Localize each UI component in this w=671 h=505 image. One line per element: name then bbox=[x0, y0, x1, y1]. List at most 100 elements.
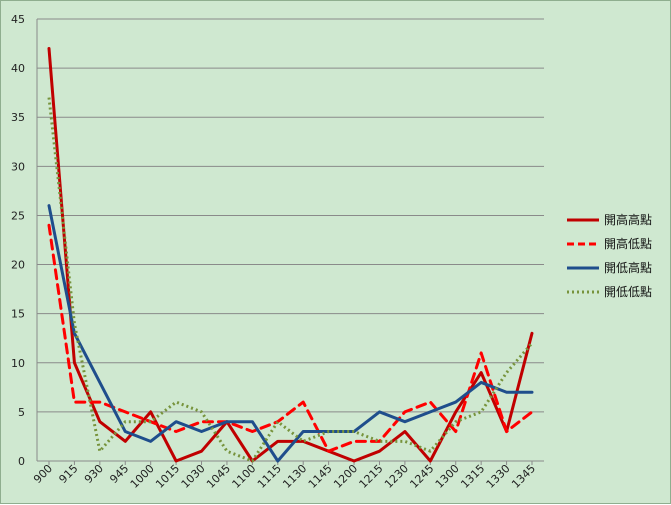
data-point bbox=[149, 439, 153, 443]
data-point bbox=[327, 449, 331, 453]
data-point bbox=[479, 371, 483, 375]
data-point bbox=[403, 420, 407, 424]
data-point bbox=[123, 410, 127, 414]
y-tick-label: 5 bbox=[18, 406, 25, 419]
data-point bbox=[530, 410, 534, 414]
series-lines bbox=[47, 46, 534, 463]
y-tick-label: 45 bbox=[11, 13, 25, 26]
series-line-4 bbox=[47, 97, 534, 463]
x-tick-label: 1100 bbox=[229, 462, 258, 491]
y-tick-label: 25 bbox=[11, 209, 25, 222]
data-point bbox=[98, 449, 102, 453]
legend-label: 開高高點 bbox=[604, 212, 652, 227]
data-point bbox=[72, 400, 76, 404]
data-point bbox=[377, 449, 381, 453]
data-point bbox=[454, 410, 458, 414]
data-point bbox=[250, 459, 254, 463]
y-tick-label: 40 bbox=[11, 62, 25, 75]
y-tick-label: 35 bbox=[11, 111, 25, 124]
x-tick-label: 1145 bbox=[306, 462, 335, 491]
data-point bbox=[123, 439, 127, 443]
y-tick-label: 30 bbox=[11, 160, 25, 173]
x-tick-label: 900 bbox=[31, 462, 55, 486]
data-point bbox=[352, 459, 356, 463]
data-point bbox=[403, 410, 407, 414]
data-point bbox=[530, 341, 534, 345]
data-point bbox=[225, 420, 229, 424]
data-point bbox=[530, 390, 534, 394]
data-point bbox=[403, 439, 407, 443]
x-tick-label: 1345 bbox=[509, 462, 538, 491]
data-point bbox=[98, 380, 102, 384]
x-tick-label: 1315 bbox=[458, 462, 487, 491]
data-point bbox=[149, 420, 153, 424]
x-tick-label: 1200 bbox=[331, 462, 360, 491]
y-tick-label: 10 bbox=[11, 357, 25, 370]
x-tick-label: 1045 bbox=[204, 462, 233, 491]
x-tick-label: 1300 bbox=[433, 462, 462, 491]
data-point bbox=[72, 321, 76, 325]
x-tick-label: 1015 bbox=[153, 462, 182, 491]
data-point bbox=[47, 96, 51, 100]
x-tick-label: 930 bbox=[82, 462, 106, 486]
legend-label: 開高低點 bbox=[604, 236, 652, 251]
y-tick-label: 15 bbox=[11, 308, 25, 321]
data-point bbox=[505, 371, 509, 375]
data-point bbox=[428, 400, 432, 404]
data-point bbox=[479, 351, 483, 355]
x-tick-label: 1330 bbox=[484, 462, 513, 491]
x-tick-label: 915 bbox=[57, 462, 81, 486]
y-tick-label: 0 bbox=[18, 455, 25, 468]
data-point bbox=[98, 400, 102, 404]
data-point bbox=[479, 410, 483, 414]
data-point bbox=[377, 410, 381, 414]
x-tick-label: 1130 bbox=[280, 462, 309, 491]
data-point bbox=[123, 420, 127, 424]
data-point bbox=[174, 430, 178, 434]
data-point bbox=[225, 449, 229, 453]
data-point bbox=[276, 420, 280, 424]
data-point bbox=[174, 400, 178, 404]
data-point bbox=[428, 410, 432, 414]
data-point bbox=[276, 439, 280, 443]
data-point bbox=[327, 430, 331, 434]
legend-label: 開低高點 bbox=[604, 260, 652, 275]
series-line-1 bbox=[47, 46, 534, 463]
data-point bbox=[200, 420, 204, 424]
data-point bbox=[200, 430, 204, 434]
data-point bbox=[377, 439, 381, 443]
data-point bbox=[276, 459, 280, 463]
data-point bbox=[454, 400, 458, 404]
y-tick-label: 20 bbox=[11, 259, 25, 272]
data-point bbox=[454, 430, 458, 434]
x-tick-label: 1000 bbox=[128, 462, 157, 491]
x-tick-label: 1230 bbox=[382, 462, 411, 491]
data-point bbox=[47, 46, 51, 50]
data-point bbox=[47, 223, 51, 227]
data-point bbox=[301, 439, 305, 443]
data-point bbox=[47, 204, 51, 208]
data-point bbox=[301, 400, 305, 404]
x-tick-label: 1215 bbox=[357, 462, 386, 491]
data-point bbox=[200, 449, 204, 453]
x-tick-label: 1030 bbox=[179, 462, 208, 491]
data-point bbox=[454, 420, 458, 424]
data-point bbox=[403, 430, 407, 434]
data-point bbox=[98, 420, 102, 424]
data-point bbox=[123, 430, 127, 434]
data-point bbox=[250, 420, 254, 424]
data-point bbox=[505, 430, 509, 434]
data-point bbox=[505, 390, 509, 394]
x-tick-label: 1245 bbox=[407, 462, 436, 491]
x-tick-label: 1115 bbox=[255, 462, 284, 491]
series-line-2 bbox=[47, 223, 534, 453]
data-point bbox=[72, 361, 76, 365]
data-point bbox=[301, 430, 305, 434]
data-point bbox=[250, 430, 254, 434]
data-point bbox=[149, 410, 153, 414]
data-point bbox=[352, 439, 356, 443]
